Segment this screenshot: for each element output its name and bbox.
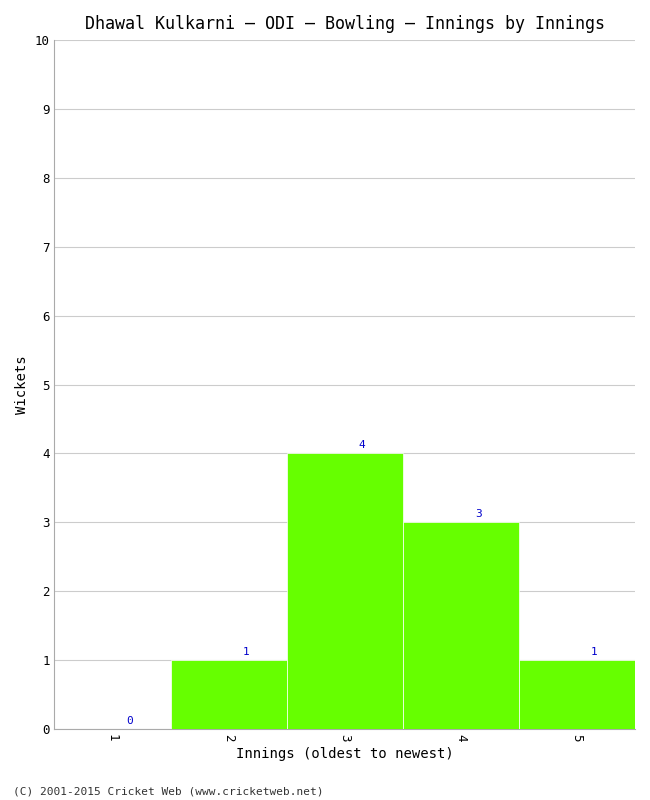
Text: 0: 0 bbox=[127, 716, 133, 726]
Y-axis label: Wickets: Wickets bbox=[15, 355, 29, 414]
Text: 3: 3 bbox=[475, 509, 482, 519]
Text: 1: 1 bbox=[591, 646, 598, 657]
Bar bbox=[403, 522, 519, 729]
Bar bbox=[170, 660, 287, 729]
Bar bbox=[287, 454, 403, 729]
X-axis label: Innings (oldest to newest): Innings (oldest to newest) bbox=[236, 747, 454, 761]
Bar bbox=[519, 660, 635, 729]
Text: (C) 2001-2015 Cricket Web (www.cricketweb.net): (C) 2001-2015 Cricket Web (www.cricketwe… bbox=[13, 786, 324, 796]
Text: 1: 1 bbox=[242, 646, 250, 657]
Title: Dhawal Kulkarni – ODI – Bowling – Innings by Innings: Dhawal Kulkarni – ODI – Bowling – Inning… bbox=[84, 15, 604, 33]
Text: 4: 4 bbox=[359, 440, 365, 450]
